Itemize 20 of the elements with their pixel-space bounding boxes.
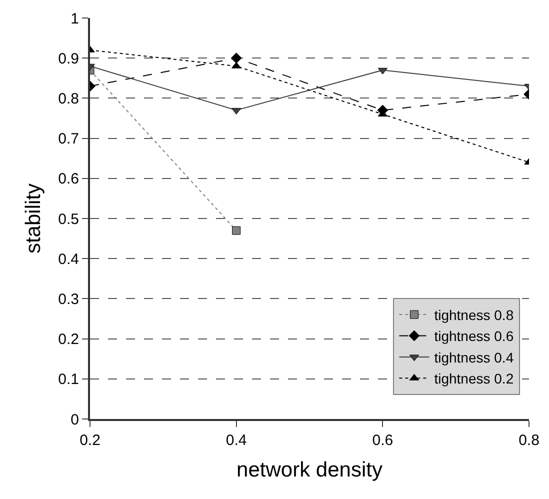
y-tick-label: 0.8	[58, 90, 79, 108]
legend-label: tightness 0.6	[434, 328, 514, 344]
y-tick-label: 0.1	[58, 371, 79, 388]
legend-label: tightness 0.2	[434, 370, 514, 387]
y-tick-label: 0.4	[58, 250, 79, 268]
x-tick-label: 0.4	[226, 432, 247, 449]
y-tick-label: 0.3	[58, 290, 79, 308]
y-tick-label: 0.6	[58, 170, 79, 188]
y-tick-label: 0.7	[58, 130, 79, 148]
legend-label: tightness 0.4	[434, 349, 514, 366]
y-tick-label: 1	[70, 10, 79, 28]
x-tick-label: 0.8	[518, 432, 540, 449]
y-axis-title: stability	[22, 182, 45, 254]
y-tick-label: 0.2	[58, 331, 79, 348]
y-tick-label: 0	[70, 411, 79, 428]
x-axis-title: network density	[236, 458, 383, 482]
x-tick-label: 0.6	[372, 432, 394, 449]
legend-label: tightness 0.8	[434, 307, 514, 323]
y-tick-label: 0.9	[58, 50, 79, 68]
y-tick-label: 0.5	[58, 210, 79, 228]
